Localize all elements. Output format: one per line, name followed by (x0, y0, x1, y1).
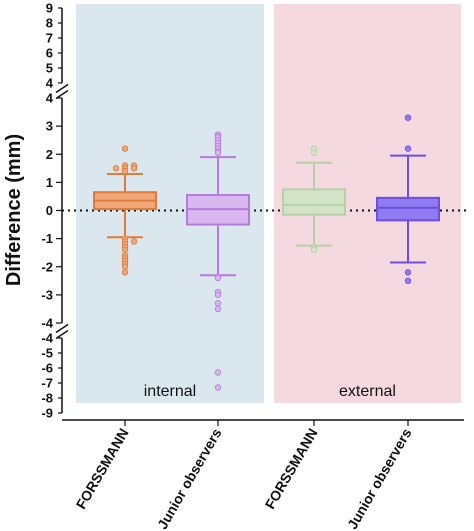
y-tick-label: -3 (41, 287, 53, 302)
axis-break-mark (55, 323, 69, 334)
y-tick-label: 5 (46, 61, 53, 76)
outlier-point (214, 291, 222, 299)
axis-break-mark (55, 83, 69, 94)
y-tick-label: -5 (41, 346, 53, 361)
y-tick-label: 8 (46, 16, 53, 31)
outlier-point (404, 269, 412, 276)
y-tick-label: 6 (46, 46, 53, 61)
outlier-point (404, 277, 412, 285)
panel-label-internal: internal (144, 383, 196, 400)
outlier-point (130, 165, 138, 172)
axis-break-mark (55, 89, 69, 100)
y-tick-label: -1 (41, 231, 53, 246)
y-tick-label: 3 (46, 119, 53, 134)
outlier-point (214, 305, 222, 313)
outlier-point (121, 269, 129, 276)
outlier-point (121, 145, 129, 152)
outlier-point (214, 300, 222, 307)
y-tick-label: -4 (41, 331, 53, 346)
y-tick-label: 0 (46, 203, 53, 218)
x-category-label: Junior observers (344, 425, 415, 531)
outlier-point (310, 246, 318, 254)
y-tick-label: 1 (46, 175, 53, 190)
outlier-point (214, 274, 222, 282)
outlier-point (404, 114, 412, 121)
x-category-label: FORSSMANN (262, 426, 321, 512)
y-tick-label: 4 (46, 91, 54, 106)
y-tick-label: -7 (41, 376, 53, 391)
box-iqr (376, 196, 440, 222)
outlier-point (112, 165, 120, 172)
x-category-label: FORSSMANN (73, 426, 132, 512)
y-tick-label: -8 (41, 391, 53, 406)
box-iqr (282, 188, 346, 216)
y-tick-label: -4 (41, 316, 53, 331)
y-axis-title: Difference (mm) (3, 134, 25, 286)
outlier-point (121, 246, 129, 254)
outlier-point (310, 149, 318, 157)
outlier-point (404, 145, 412, 152)
outlier-point (214, 384, 222, 391)
outlier-point (130, 238, 138, 245)
x-category-label: Junior observers (154, 425, 225, 531)
y-tick-label: 7 (46, 31, 53, 46)
outlier-point (121, 263, 129, 270)
y-tick-label: 2 (46, 147, 53, 162)
outlier-point (214, 149, 222, 157)
y-tick-label: -6 (41, 361, 53, 376)
outlier-point (121, 167, 129, 175)
y-tick-label: 4 (46, 76, 54, 91)
y-tick-label: 9 (46, 1, 53, 16)
outlier-point (214, 369, 222, 376)
panel-label-external: external (339, 383, 396, 400)
y-tick-label: -2 (41, 259, 53, 274)
y-tick-label: -9 (41, 406, 53, 421)
axis-break-mark (55, 329, 69, 340)
